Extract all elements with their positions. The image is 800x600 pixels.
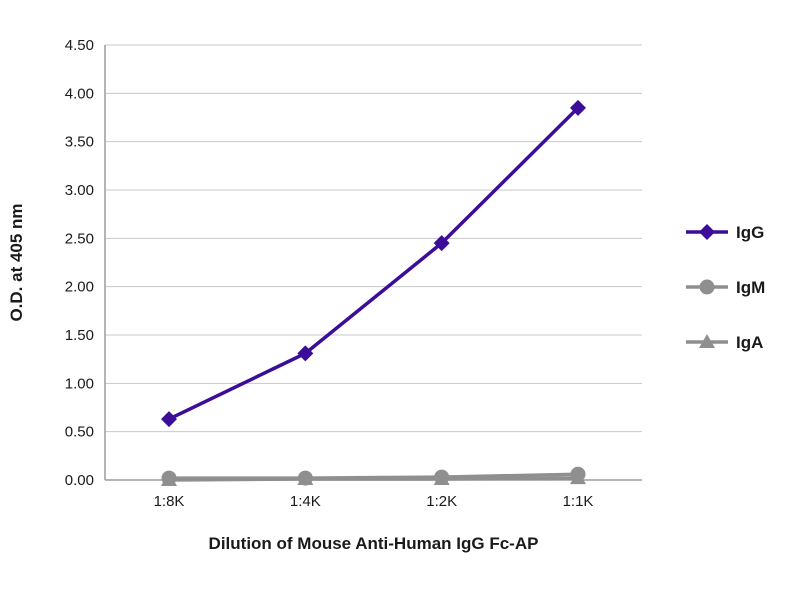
legend-item-IgM: IgM — [686, 278, 765, 297]
legend-item-IgA: IgA — [686, 333, 763, 352]
y-tick-label: 0.50 — [65, 424, 94, 441]
y-tick-label: 2.50 — [65, 230, 94, 247]
y-tick-label: 3.00 — [65, 182, 94, 199]
x-axis-title: Dilution of Mouse Anti-Human IgG Fc-AP — [209, 534, 539, 553]
legend-marker-IgA — [699, 334, 715, 348]
legend-label-IgM: IgM — [736, 278, 765, 297]
legend-label-IgA: IgA — [736, 333, 763, 352]
marker-diamond-IgG — [297, 345, 314, 362]
y-tick-label: 4.00 — [65, 85, 94, 102]
marker-circle-IgM — [570, 466, 586, 482]
y-tick-label: 4.50 — [65, 37, 94, 54]
x-tick-label: 1:1K — [563, 493, 594, 510]
marker-circle-IgM — [434, 469, 450, 485]
x-tick-label: 1:4K — [290, 493, 321, 510]
y-tick-label: 2.00 — [65, 279, 94, 296]
marker-diamond-IgG — [570, 99, 586, 116]
x-tick-label: 1:2K — [426, 493, 457, 510]
y-tick-label: 1.50 — [65, 327, 94, 344]
marker-diamond-IgG — [433, 235, 450, 252]
y-tick-label: 3.50 — [65, 134, 94, 151]
x-tick-label: 1:8K — [154, 493, 185, 510]
y-tick-label: 0.00 — [65, 472, 94, 489]
marker-circle-IgM — [297, 470, 313, 486]
legend-marker-IgG — [699, 224, 715, 240]
legend-item-IgG: IgG — [686, 223, 764, 242]
legend-marker-IgM — [699, 279, 715, 295]
marker-circle-IgM — [161, 470, 177, 486]
y-tick-label: 1.00 — [65, 375, 94, 392]
legend-label-IgG: IgG — [736, 223, 764, 242]
y-axis-title: O.D. at 405 nm — [7, 203, 26, 321]
series-line-IgG — [167, 106, 580, 421]
marker-diamond-IgG — [161, 411, 177, 428]
series-line-IgM — [167, 472, 580, 480]
